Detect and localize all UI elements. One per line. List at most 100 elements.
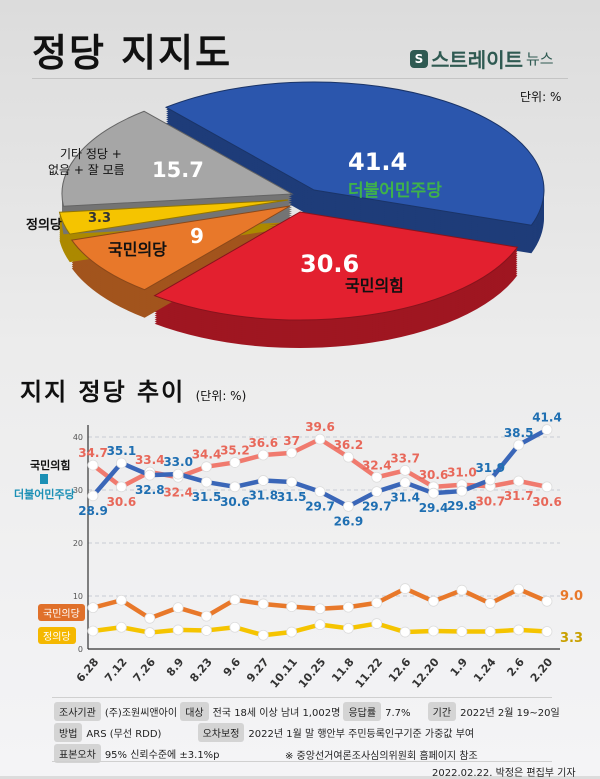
pie-slice: [61, 110, 294, 207]
last-value-people: 9.0: [560, 589, 584, 604]
weight-value: 2022년 1월 말 행안부 주민등록인구기준 가중값 부여: [248, 729, 475, 740]
data-point: [399, 583, 411, 594]
pie-value-other: 15.7: [152, 158, 204, 182]
data-point: [314, 486, 326, 497]
org-label: 조사기관: [54, 702, 101, 721]
data-point: [399, 477, 411, 488]
data-point: [342, 601, 354, 613]
pie-slice: [153, 211, 519, 321]
pie-name-people: 국민의당: [108, 240, 167, 259]
pie-value-democratic: 41.4: [348, 148, 408, 176]
data-point: [513, 475, 525, 487]
data-point: [428, 595, 439, 607]
data-point: [541, 626, 553, 637]
data-point: [257, 629, 269, 641]
logo-suffix: 뉴스: [526, 50, 554, 68]
x-tick-label: 1.9: [448, 656, 470, 679]
line-unit: (단위: %): [195, 389, 247, 403]
data-point: [115, 481, 127, 493]
data-label: 41.4: [532, 411, 562, 425]
source-note: ※ 중앙선거여론조사심의위원회 홈페이지 참조: [285, 751, 478, 762]
data-point: [541, 424, 553, 435]
data-label: 31.7: [504, 489, 534, 503]
data-label: 33.4: [135, 453, 165, 467]
pie-name-other-2: 없음 + 잘 모름: [48, 163, 125, 177]
data-point: [229, 481, 241, 493]
data-point: [201, 625, 212, 636]
x-tick-label: 7.12: [102, 656, 129, 685]
data-point: [201, 476, 212, 488]
data-label: 33.7: [390, 451, 420, 465]
data-point: [172, 602, 184, 614]
data-point: [115, 457, 127, 469]
data-label: 31.5: [277, 490, 307, 504]
page-title: 정당 지지도: [32, 31, 233, 75]
x-tick-label: 12.6: [386, 655, 414, 684]
data-label: 29.4: [419, 501, 449, 515]
data-label: 31.0: [447, 466, 477, 480]
data-point: [371, 471, 383, 483]
data-point: [257, 475, 269, 486]
pie-slice: [70, 205, 291, 291]
data-point: [286, 601, 298, 612]
pie-value-ppp: 30.6: [300, 250, 360, 278]
data-point: [513, 583, 525, 595]
data-point: [399, 626, 411, 638]
data-point: [144, 469, 156, 481]
x-tick-label: 1.24: [471, 655, 499, 684]
data-label: 36.2: [334, 438, 364, 452]
data-point: [286, 476, 298, 488]
data-point: [229, 621, 241, 633]
data-label: 29.7: [362, 500, 392, 514]
data-label: 37: [283, 434, 300, 448]
survey-row-1: 조사기관 (주)조원씨앤아이 대상 전국 18세 이상 남녀 1,002명 응답률 7…: [54, 702, 560, 721]
y-tick-label: 30: [73, 486, 83, 495]
last-value-justice: 3.3: [560, 631, 584, 646]
data-label: 30.6: [220, 495, 250, 509]
data-point: [428, 625, 439, 637]
data-label: 31.5: [192, 490, 222, 504]
survey-row-3: 표본오차 95% 신뢰수준에 ±3.1%p: [54, 744, 220, 763]
data-label: 32.8: [135, 483, 165, 497]
x-tick-label: 2.6: [504, 655, 527, 679]
data-point: [172, 468, 184, 480]
data-point: [484, 598, 496, 609]
divider: [32, 78, 568, 79]
data-point: [229, 457, 241, 468]
pie-value-people: 9: [190, 224, 204, 248]
data-point: [541, 595, 553, 607]
data-point: [456, 485, 468, 497]
x-tick-label: 2.20: [528, 655, 556, 684]
data-label: 34.7: [78, 446, 108, 460]
y-tick-label: 10: [73, 592, 83, 601]
legend-justice: 정의당: [38, 627, 76, 644]
pie-name-justice: 정의당: [26, 218, 62, 233]
data-point: [371, 486, 383, 497]
data-point: [513, 624, 525, 636]
data-point: [172, 624, 184, 636]
line-chart: 0 10 20 30 40 6.28 7.12 7.26 8.9 8.23 9.6 9.2710.11…: [40, 411, 562, 691]
data-point: [314, 603, 326, 615]
data-label: 30.6: [419, 468, 449, 482]
pie-slice: [164, 81, 545, 226]
x-tick-label: 11.22: [353, 656, 385, 691]
data-label: 35.1: [107, 444, 137, 458]
error-value: 95% 신뢰수준에 ±3.1%p: [104, 750, 220, 761]
data-point: [484, 474, 496, 486]
data-point: [257, 598, 269, 610]
x-tick-label: 11.8: [329, 656, 356, 685]
unit-label: 단위: %: [520, 90, 562, 104]
data-point: [286, 626, 298, 638]
data-point: [371, 597, 383, 609]
data-label: 26.9: [334, 514, 364, 528]
data-point: [456, 626, 468, 637]
data-point: [342, 501, 354, 512]
data-point: [399, 464, 411, 476]
x-tick-label: 10.11: [268, 656, 300, 691]
error-label: 표본오차: [54, 744, 101, 763]
data-point: [115, 621, 127, 633]
survey-row-2: 방법 ARS (무선 RDD) 오차보정 2022년 1월 말 행안부 주민등록인구…: [54, 723, 474, 742]
x-tick-label: 10.25: [296, 656, 328, 691]
data-label: 29.7: [305, 500, 335, 514]
data-label: 30.7: [475, 494, 505, 508]
